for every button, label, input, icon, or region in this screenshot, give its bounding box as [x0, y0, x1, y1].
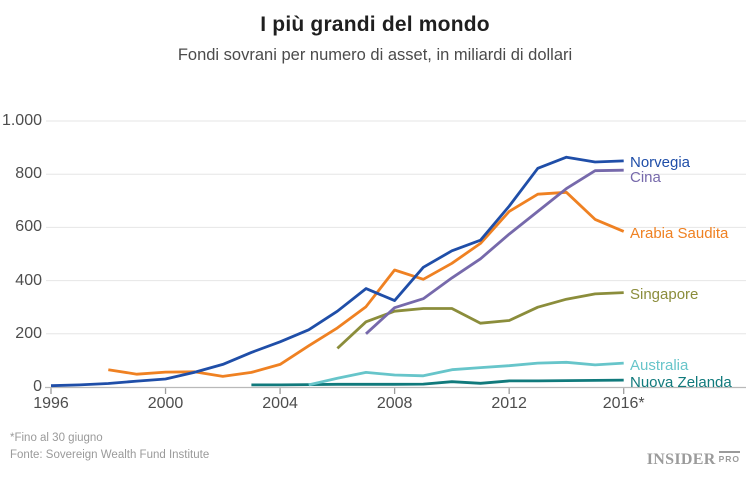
- y-axis-label-1000: 1.000: [1, 112, 42, 129]
- series-label-arabia-saudita: Arabia Saudita: [630, 224, 729, 242]
- chart-subtitle: Fondi sovrani per numero di asset, in mi…: [177, 46, 573, 64]
- series-label-australia: Australia: [630, 356, 689, 374]
- y-axis-label-200: 200: [15, 324, 42, 342]
- y-axis-label-400: 400: [15, 271, 42, 289]
- series-line-australia: [308, 360, 624, 387]
- x-axis-label-1996: 1996: [33, 395, 69, 412]
- footnote: *Fino al 30 giugno: [10, 432, 103, 444]
- y-axis-label-800: 800: [15, 165, 42, 183]
- x-axis-label-2016: 2016*: [602, 395, 645, 412]
- logo-main-text: INSIDER: [646, 451, 716, 468]
- series-line-arabia-saudita: [108, 190, 625, 378]
- series-line-nuova-zelanda: [251, 378, 624, 387]
- x-axis-label-2000: 2000: [147, 395, 184, 412]
- series-line-cina: [365, 168, 624, 335]
- series-label-norvegia: Norvegia: [630, 154, 691, 172]
- x-axis-label-2004: 2004: [262, 395, 298, 412]
- series-label-cina: Cina: [630, 168, 661, 186]
- chart-title: I più grandi del mondo: [260, 13, 490, 36]
- y-axis-label-0: 0: [33, 378, 42, 395]
- y-axis-label-600: 600: [15, 218, 42, 236]
- logo-pro-badge: PRO: [718, 451, 740, 464]
- series-label-singapore: Singapore: [630, 286, 699, 304]
- insider-pro-logo: INSIDER PRO: [647, 451, 740, 469]
- x-axis-label-2012: 2012: [491, 395, 527, 412]
- series-label-nuova-zelanda: Nuova Zelanda: [630, 373, 732, 391]
- series-line-norvegia: [50, 155, 624, 388]
- source-credit: Fonte: Sovereign Wealth Fund Institute: [10, 449, 210, 461]
- x-axis-label-2008: 2008: [376, 395, 413, 412]
